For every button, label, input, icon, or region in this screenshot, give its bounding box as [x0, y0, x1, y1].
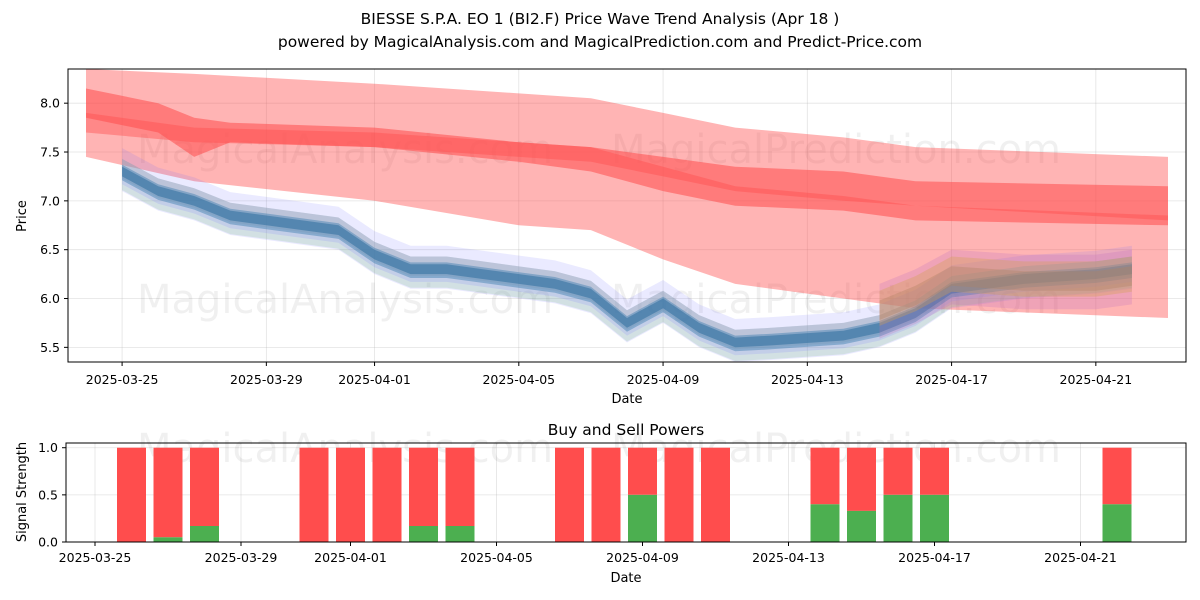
price-y-axis-label: Price [15, 200, 30, 232]
sell-power-bar [445, 447, 475, 526]
sell-power-bar [920, 447, 949, 495]
watermark-text: MagicalAnalysis.com [137, 277, 553, 323]
signal-axes-frame [65, 442, 1187, 543]
buy-power-bar [883, 494, 913, 542]
price-chart: MagicalAnalysis.com MagicalPrediction.com… [15, 68, 1187, 407]
buy-power-bar [1102, 504, 1132, 542]
price-y-tick-label: 8.0 [40, 96, 60, 111]
price-x-tick-label: 2025-04-01 [338, 372, 411, 387]
buy-power-bar [445, 526, 475, 542]
price-x-tick-label: 2025-03-29 [230, 372, 303, 387]
signal-y-axis-label: Signal Strength [15, 442, 30, 542]
sell-power-bar [299, 447, 329, 542]
signal-x-tick-label: 2025-04-21 [1044, 550, 1117, 565]
price-x-tick-label: 2025-04-09 [627, 372, 700, 387]
price-y-tick-label: 5.5 [40, 340, 60, 355]
signal-x-ticks: 2025-03-25 2025-03-29 2025-04-01 2025-04-05… [59, 542, 1117, 565]
price-axes-frame [67, 68, 1187, 363]
price-wave-bands [122, 148, 1132, 362]
buy-power-bar [628, 494, 657, 542]
signal-x-tick-label: 2025-03-25 [59, 550, 132, 565]
chart-subtitle: powered by MagicalAnalysis.com and Magic… [278, 33, 922, 51]
signal-y-tick-label: 1.0 [38, 440, 58, 455]
buy-power-bar [810, 504, 840, 542]
price-x-axis-label: Date [611, 392, 642, 407]
signal-y-ticks: 0.0 0.5 1.0 [38, 440, 66, 550]
chart-title: BIESSE S.P.A. EO 1 (BI2.F) Price Wave Tr… [361, 10, 840, 28]
red-trend-bands [86, 69, 1168, 319]
signal-x-tick-label: 2025-03-29 [205, 550, 278, 565]
signal-y-tick-label: 0.5 [38, 487, 58, 502]
buy-power-bar [190, 526, 219, 542]
signal-x-tick-label: 2025-04-13 [752, 550, 825, 565]
price-wave-band [122, 158, 1132, 350]
sell-power-bar [190, 447, 219, 526]
price-x-tick-label: 2025-04-05 [482, 372, 555, 387]
price-y-tick-label: 6.5 [40, 242, 60, 257]
signal-chart: Buy and Sell Powers MagicalAnalysis.comM… [15, 421, 1187, 586]
buy-power-bar [153, 537, 183, 542]
sell-power-bar [664, 447, 694, 542]
buy-power-bar [920, 494, 949, 542]
buy-power-bar [847, 510, 876, 542]
sell-power-bar [591, 447, 621, 542]
price-x-tick-label: 2025-04-21 [1060, 372, 1133, 387]
sell-power-bar [409, 447, 438, 526]
overlay-wave-band [879, 266, 1132, 320]
signal-chart-title: Buy and Sell Powers [548, 421, 705, 439]
signal-x-tick-label: 2025-04-09 [606, 550, 679, 565]
buy-power-bar [409, 526, 438, 542]
overlay-wave-band [879, 249, 1132, 339]
signal-y-tick-label: 0.0 [38, 535, 58, 550]
sell-power-bar [117, 447, 146, 542]
sell-power-bar [847, 447, 876, 511]
sell-power-bar [153, 447, 183, 538]
signal-x-tick-label: 2025-04-17 [898, 550, 971, 565]
red-trend-band [86, 112, 1168, 319]
sell-power-bar [555, 447, 584, 542]
sell-power-bar [701, 447, 730, 542]
signal-x-tick-label: 2025-04-05 [460, 550, 533, 565]
red-trend-band [86, 88, 1168, 226]
sell-power-bar [628, 447, 657, 495]
sell-power-bar [810, 447, 840, 505]
price-y-tick-label: 7.5 [40, 145, 60, 160]
price-y-ticks: 5.5 6.0 6.5 7.0 7.5 8.0 [40, 96, 68, 355]
sell-power-bar [372, 447, 402, 542]
price-y-tick-label: 6.0 [40, 291, 60, 306]
signal-x-axis-label: Date [610, 571, 641, 586]
signal-x-tick-label: 2025-04-01 [314, 550, 387, 565]
price-x-tick-label: 2025-04-13 [771, 372, 844, 387]
price-x-tick-label: 2025-04-17 [915, 372, 988, 387]
sell-power-bar [336, 447, 365, 542]
price-x-tick-label: 2025-03-25 [86, 372, 159, 387]
overlay-wave-band [879, 256, 1132, 326]
price-wave-band [122, 158, 1132, 356]
sell-power-bar [1102, 447, 1132, 505]
sell-power-bar [883, 447, 913, 495]
price-x-ticks: 2025-03-25 2025-03-29 2025-04-01 2025-04-05… [86, 362, 1132, 387]
signal-bars [117, 447, 1132, 542]
price-y-tick-label: 7.0 [40, 193, 60, 208]
price-wave-band [122, 148, 1132, 362]
